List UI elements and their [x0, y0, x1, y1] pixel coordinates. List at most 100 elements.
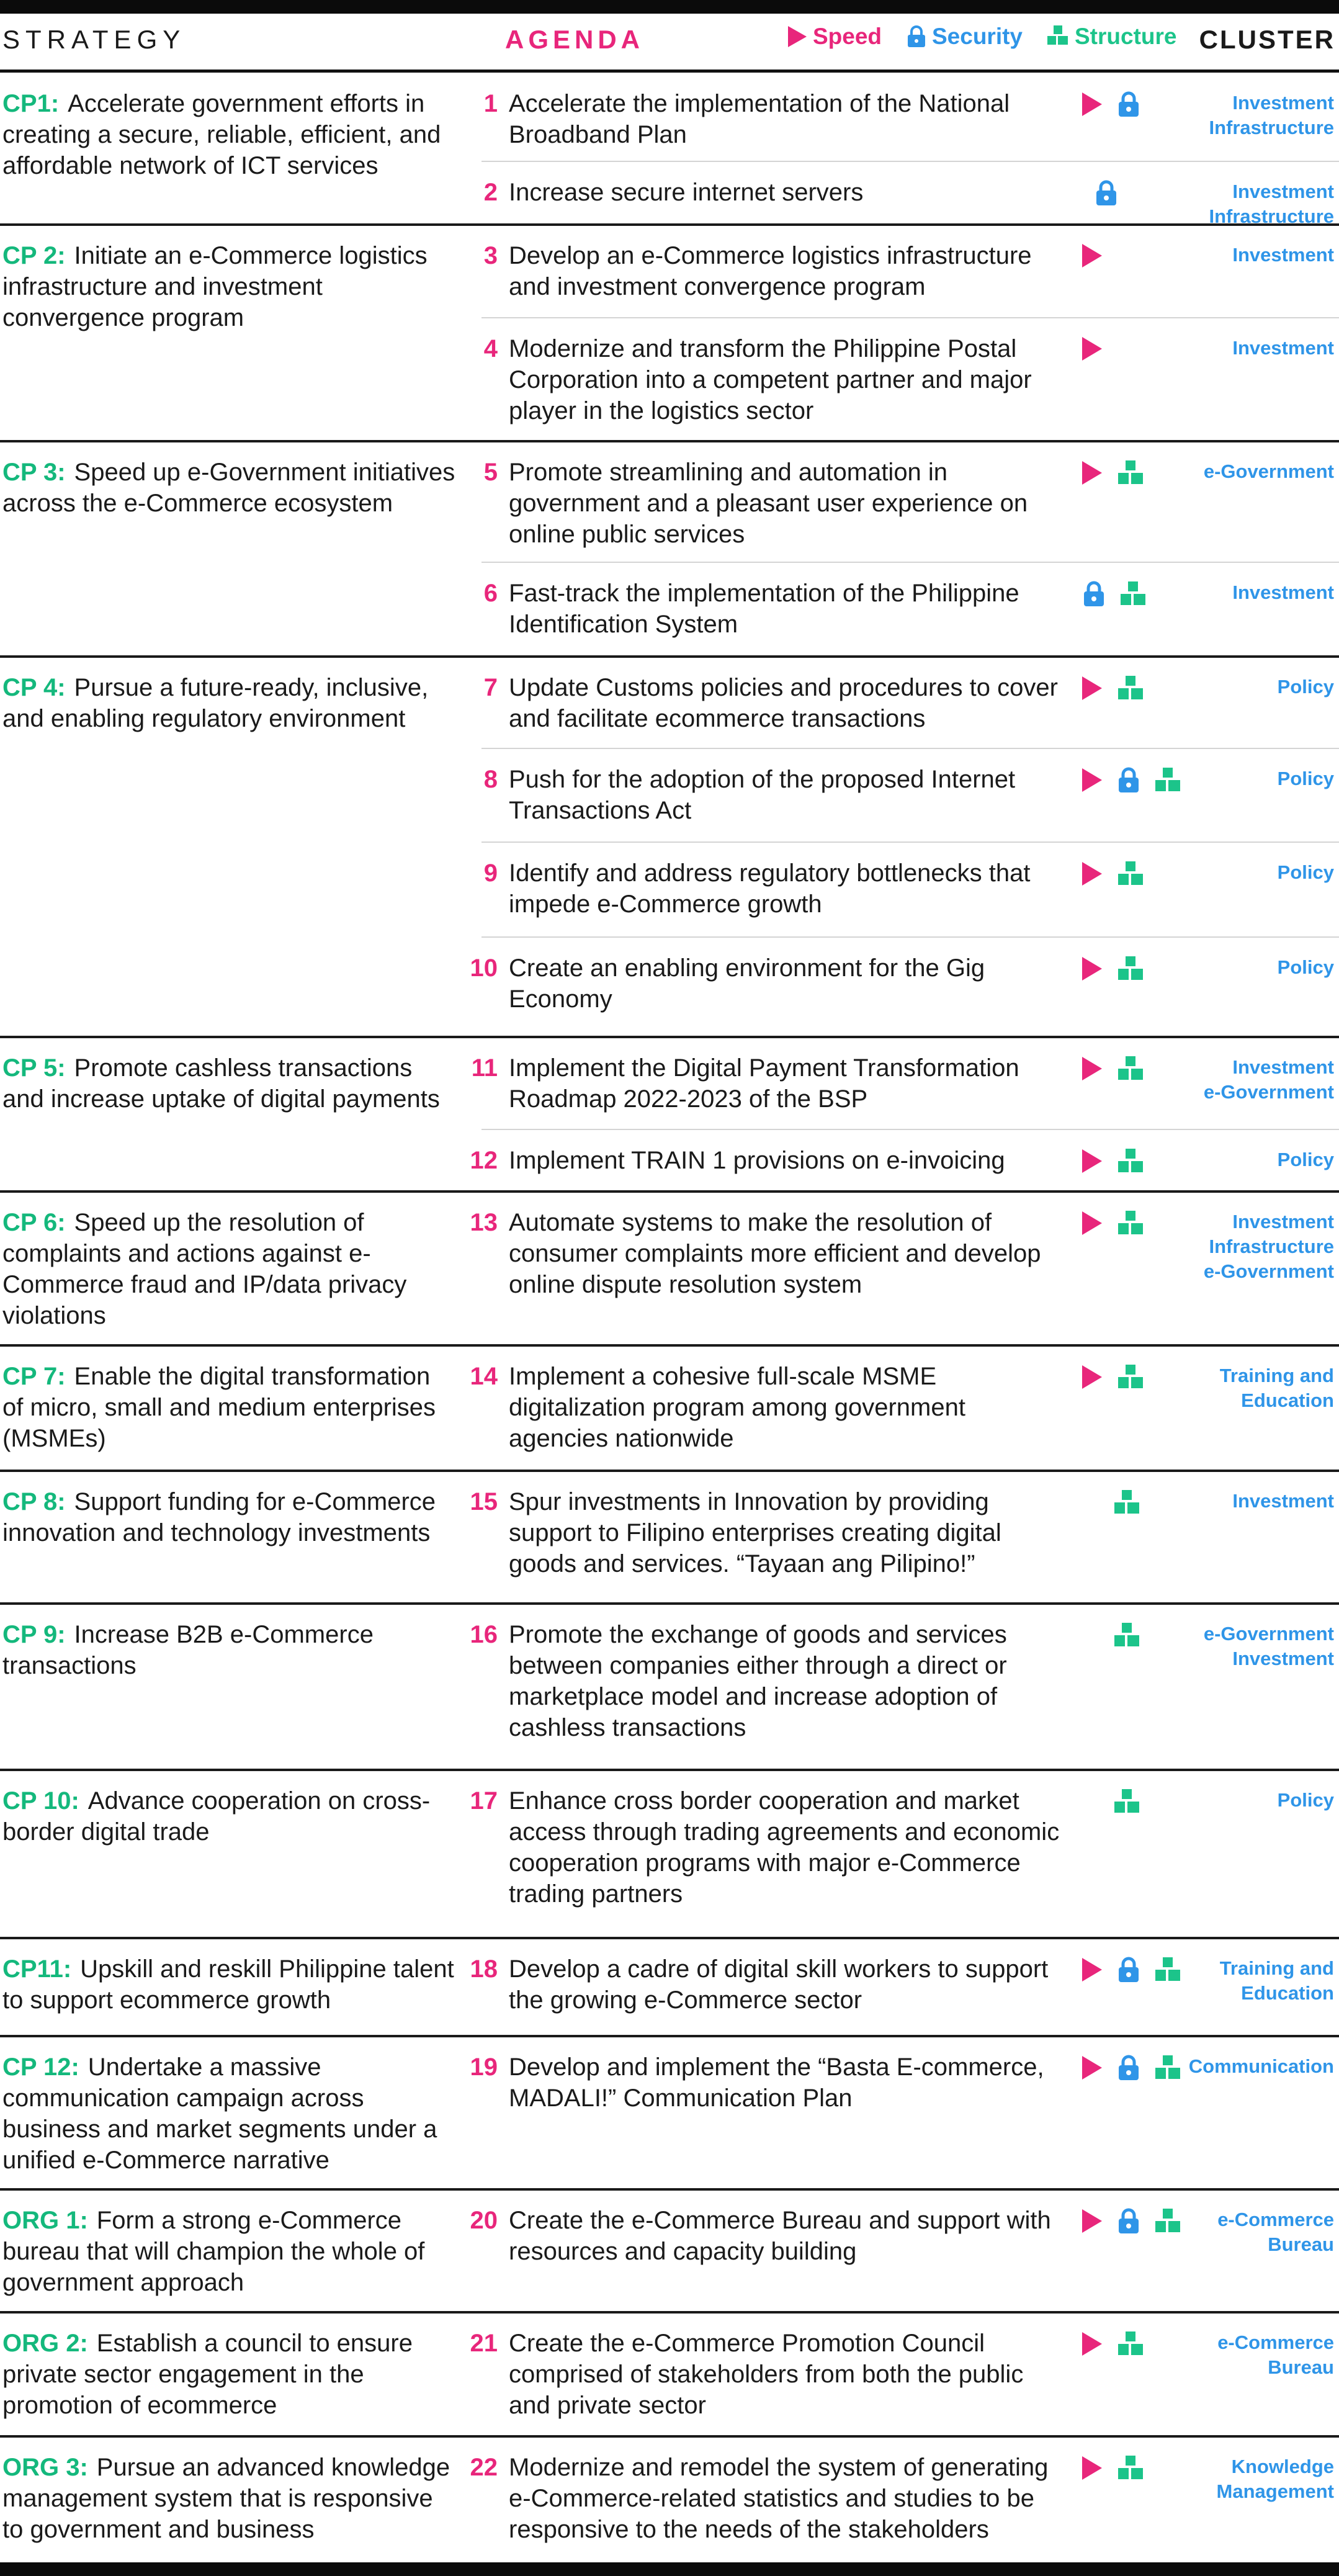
- padlock-icon: [1096, 180, 1116, 205]
- play-triangle-icon: [1082, 2056, 1102, 2080]
- category-icons: [1082, 580, 1160, 608]
- play-triangle-icon: [1082, 1365, 1102, 1389]
- strategy-column-header: STRATEGY: [2, 25, 186, 54]
- agenda-text: Implement TRAIN 1 provisions on e-invoic…: [509, 1147, 1005, 1174]
- blocks-icon: [1118, 1056, 1143, 1080]
- group-divider: [0, 440, 1339, 442]
- cluster-cell: e-Commerce Bureau: [1148, 2330, 1334, 2380]
- cluster-cell: Policy: [1148, 1147, 1334, 1172]
- cluster-cell: Investment Infrastructure: [1148, 179, 1334, 229]
- group-divider: [0, 223, 1339, 226]
- cluster-label: e-Government: [1203, 1260, 1334, 1282]
- play-triangle-icon: [1082, 862, 1102, 886]
- cluster-cell: Investment: [1148, 243, 1334, 267]
- strategy-text: Pursue a future-ready, inclusive, and en…: [2, 674, 429, 732]
- agenda-column-header: AGENDA: [505, 25, 645, 54]
- agenda-number: 21: [470, 2330, 498, 2357]
- strategy-cell: CP 5: Promote cashless transactions and i…: [2, 1052, 455, 1115]
- agenda-text: Create an enabling environment for the G…: [509, 954, 985, 1013]
- category-icons: [1095, 179, 1132, 207]
- strategy-cell: CP11: Upskill and reskill Philippine tale…: [2, 1954, 455, 2016]
- cluster-cell: Investment: [1148, 1489, 1334, 1514]
- play-triangle-icon: [1082, 2332, 1102, 2356]
- cluster-label: Bureau: [1268, 2233, 1334, 2255]
- row-divider: [481, 161, 1339, 162]
- strategy-text: Advance cooperation on cross-border digi…: [2, 1787, 431, 1846]
- strategy-code: CP 6:: [2, 1209, 66, 1236]
- strategy-cell: CP 2: Initiate an e-Commerce logistics in…: [2, 240, 455, 333]
- blocks-icon: [1118, 676, 1143, 699]
- cluster-label: e-Government: [1203, 460, 1334, 482]
- category-icons: [1081, 766, 1195, 794]
- row-divider: [481, 748, 1339, 749]
- cluster-label: Communication: [1188, 2055, 1334, 2077]
- play-triangle-icon: [788, 26, 807, 47]
- cluster-label: Investment: [1232, 1211, 1334, 1232]
- strategy-cell: CP 6: Speed up the resolution of complain…: [2, 1207, 455, 1331]
- cluster-cell: Training and Education: [1148, 1363, 1334, 1413]
- row-divider: [481, 1129, 1339, 1130]
- strategy-code: CP 3:: [2, 459, 66, 486]
- strategy-text: Accelerate government efforts in creatin…: [2, 90, 441, 179]
- cluster-cell: Policy: [1148, 860, 1334, 885]
- row-divider: [481, 841, 1339, 843]
- padlock-icon: [1119, 91, 1139, 117]
- cluster-cell: Policy: [1148, 766, 1334, 791]
- blocks-icon: [1118, 2456, 1143, 2479]
- blocks-icon: [1121, 581, 1145, 605]
- padlock-icon: [1119, 1957, 1139, 1982]
- cluster-cell: e-Commerce Bureau: [1148, 2207, 1334, 2257]
- row-divider: [481, 317, 1339, 318]
- legend-speed: Speed: [787, 24, 882, 50]
- legend-security: Security: [906, 24, 1023, 50]
- agenda-text: Accelerate the implementation of the Nat…: [509, 90, 1010, 148]
- strategy-code: ORG 3:: [2, 2454, 88, 2481]
- blocks-icon: [1118, 1365, 1143, 1388]
- padlock-icon: [1084, 581, 1104, 606]
- strategy-text: Enable the digital transformation of mic…: [2, 1363, 436, 1452]
- agenda-text: Update Customs policies and procedures t…: [509, 674, 1058, 732]
- strategy-cell: CP 7: Enable the digital transformation o…: [2, 1361, 455, 1454]
- legend-speed-label: Speed: [813, 24, 882, 49]
- agenda-text: Enhance cross border cooperation and mar…: [509, 1787, 1060, 1908]
- cluster-cell: Training and Education: [1148, 1956, 1334, 2006]
- agenda-text: Fast-track the implementation of the Phi…: [509, 580, 1019, 638]
- blocks-icon: [1114, 1490, 1139, 1514]
- agenda-number: 6: [483, 580, 498, 607]
- strategy-text: Establish a council to ensure private se…: [2, 2330, 413, 2419]
- strategy-code: CP11:: [2, 1955, 72, 1983]
- padlock-icon: [1119, 2208, 1139, 2233]
- blocks-icon: [1118, 956, 1143, 980]
- strategy-cell: CP1: Accelerate government efforts in cre…: [2, 88, 455, 181]
- cluster-label: Management: [1216, 2480, 1334, 2502]
- play-triangle-icon: [1082, 676, 1102, 700]
- strategy-cell: CP 12: Undertake a massive communication …: [2, 2052, 455, 2176]
- play-triangle-icon: [1082, 461, 1102, 485]
- blocks-icon: [1118, 1211, 1143, 1234]
- strategy-text: Upskill and reskill Philippine talent to…: [2, 1955, 454, 2014]
- cluster-cell: Communication: [1148, 2054, 1334, 2079]
- agenda-number: 22: [470, 2454, 498, 2481]
- category-icons: [1081, 675, 1158, 702]
- cluster-label: Policy: [1277, 676, 1334, 698]
- row-divider: [481, 562, 1339, 563]
- blocks-icon: [1118, 861, 1143, 885]
- cluster-cell: Policy: [1148, 675, 1334, 699]
- strategy-text: Initiate an e-Commerce logistics infrast…: [2, 242, 428, 331]
- cluster-cell: Investment e-Government: [1148, 1055, 1334, 1105]
- strategy-text: Promote cashless transactions and increa…: [2, 1054, 440, 1113]
- strategy-text: Pursue an advanced knowledge management …: [2, 2454, 450, 2543]
- cluster-label: e-Commerce: [1217, 2209, 1334, 2230]
- category-icons: [1081, 91, 1154, 118]
- group-divider: [0, 1190, 1339, 1193]
- blocks-icon: [1118, 460, 1143, 484]
- strategy-text: Increase B2B e-Commerce transactions: [2, 1621, 374, 1679]
- group-divider: [0, 2188, 1339, 2191]
- agenda-text: Create the e-Commerce Bureau and support…: [509, 2207, 1051, 2265]
- category-icons: [1081, 2454, 1158, 2482]
- cluster-label: Investment: [1232, 581, 1334, 603]
- blocks-icon: [1155, 2055, 1180, 2079]
- header-divider: [0, 70, 1339, 73]
- play-triangle-icon: [1082, 92, 1102, 116]
- padlock-icon: [1119, 2055, 1139, 2080]
